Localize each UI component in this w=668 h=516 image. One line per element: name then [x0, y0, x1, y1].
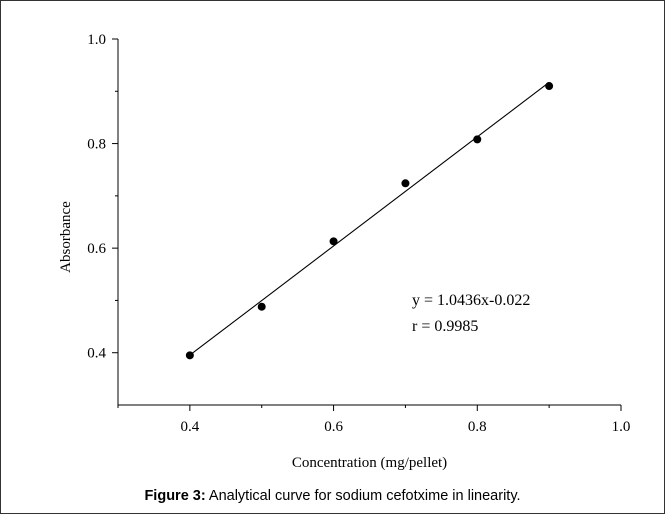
ticks: 0.4 0.6 0.8 1.0 0.4 0.6 0.8 1.0	[87, 32, 630, 435]
x-tick-label: 0.4	[180, 419, 199, 435]
x-tick-label: 1.0	[612, 419, 631, 435]
data-point	[185, 351, 194, 360]
y-tick-label: 0.6	[87, 241, 106, 257]
correlation-coefficient: r = 0.9985	[412, 318, 478, 335]
caption-text: Analytical curve for sodium cefotxime in…	[205, 488, 521, 504]
x-tick-label: 0.6	[324, 419, 343, 435]
figure-caption: Figure 3: Analytical curve for sodium ce…	[0, 488, 665, 504]
caption-label: Figure 3:	[144, 488, 206, 504]
fit-line	[189, 81, 550, 356]
x-axis-title: Concentration (mg/pellet)	[292, 455, 447, 471]
y-tick-label: 0.4	[87, 346, 106, 362]
data-point	[473, 135, 482, 144]
axes	[117, 39, 621, 406]
data-point	[257, 302, 266, 311]
data-point	[401, 179, 410, 188]
fit-line-group	[189, 81, 550, 356]
data-points	[185, 82, 554, 360]
data-point	[545, 82, 554, 91]
regression-equation: y = 1.0436x-0.022	[412, 292, 530, 309]
y-axis-title: Absorbance	[58, 201, 74, 273]
y-tick-label: 1.0	[87, 32, 106, 48]
y-tick-label: 0.8	[87, 137, 106, 153]
data-point	[329, 237, 338, 246]
x-tick-label: 0.8	[468, 419, 487, 435]
